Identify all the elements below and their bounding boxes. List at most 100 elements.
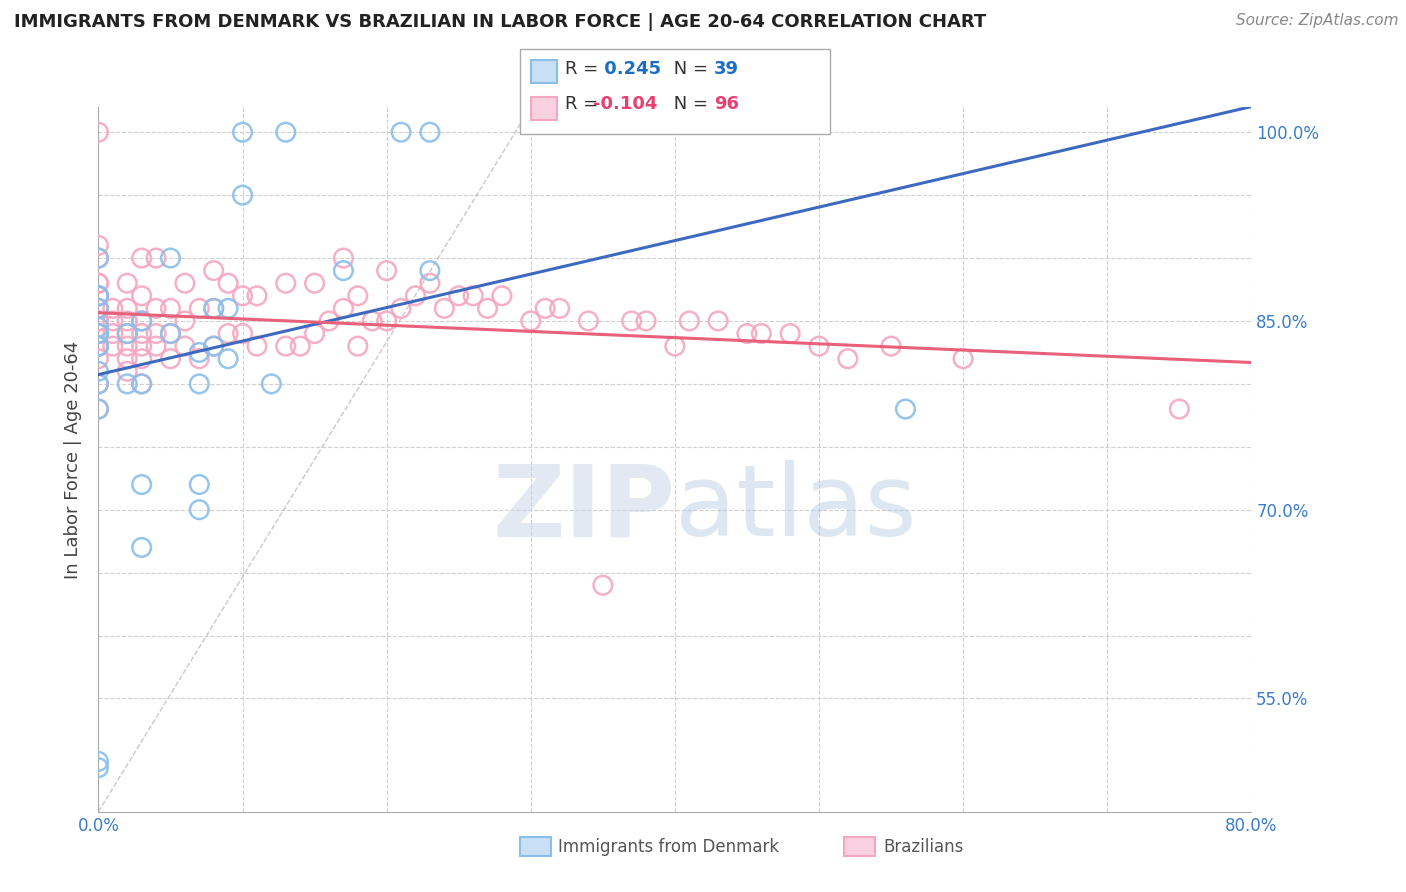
Point <box>87 402 110 417</box>
Point <box>87 289 110 303</box>
Point <box>87 125 110 139</box>
Point <box>520 314 543 328</box>
Point <box>389 125 412 139</box>
Point <box>145 301 167 316</box>
Point <box>87 238 110 252</box>
Point <box>87 364 110 378</box>
Point <box>117 376 139 391</box>
Point <box>246 339 269 353</box>
Point <box>217 351 239 366</box>
Point <box>87 376 110 391</box>
Point <box>592 578 614 592</box>
Point <box>117 301 139 316</box>
Point <box>117 364 139 378</box>
Point <box>87 289 110 303</box>
Point <box>159 251 181 265</box>
Point <box>707 314 730 328</box>
Point <box>101 301 124 316</box>
Point <box>159 326 181 341</box>
Point <box>131 289 153 303</box>
Point <box>131 477 153 491</box>
Point <box>159 326 181 341</box>
Point <box>304 277 326 291</box>
Point <box>174 277 197 291</box>
Point <box>174 314 197 328</box>
Point <box>290 339 312 353</box>
Point <box>433 301 456 316</box>
Point <box>87 339 110 353</box>
Point <box>145 326 167 341</box>
Text: IMMIGRANTS FROM DENMARK VS BRAZILIAN IN LABOR FORCE | AGE 20-64 CORRELATION CHAR: IMMIGRANTS FROM DENMARK VS BRAZILIAN IN … <box>14 13 987 31</box>
Point <box>117 326 139 341</box>
Point <box>87 339 110 353</box>
Point <box>548 301 571 316</box>
Point <box>87 326 110 341</box>
Point <box>318 314 340 328</box>
Point <box>447 289 470 303</box>
Point <box>188 301 211 316</box>
Point <box>87 376 110 391</box>
Point <box>131 326 153 341</box>
Point <box>87 251 110 265</box>
Point <box>217 326 239 341</box>
Point <box>87 301 110 316</box>
Text: -0.104: -0.104 <box>593 95 658 113</box>
Point <box>664 339 686 353</box>
Text: atlas: atlas <box>675 460 917 558</box>
Text: Brazilians: Brazilians <box>883 838 963 856</box>
Point <box>419 125 441 139</box>
Point <box>188 477 211 491</box>
Point <box>231 188 254 202</box>
Point <box>188 502 211 516</box>
Text: 0.245: 0.245 <box>598 60 661 78</box>
Point <box>87 277 110 291</box>
Point <box>678 314 700 328</box>
Point <box>117 339 139 353</box>
Point <box>117 314 139 328</box>
Point <box>389 301 412 316</box>
Point <box>202 301 225 316</box>
Point <box>145 251 167 265</box>
Point <box>332 263 354 277</box>
Point <box>87 314 110 328</box>
Point <box>87 755 110 769</box>
Point <box>332 251 354 265</box>
Point <box>101 326 124 341</box>
Point <box>87 289 110 303</box>
Point <box>332 301 354 316</box>
Point <box>217 277 239 291</box>
Point <box>274 125 297 139</box>
Point <box>87 326 110 341</box>
Point <box>188 345 211 359</box>
Text: R =: R = <box>565 60 605 78</box>
Point <box>231 326 254 341</box>
Point <box>375 263 398 277</box>
Point <box>131 314 153 328</box>
Point <box>1168 402 1191 417</box>
Point <box>101 339 124 353</box>
Point <box>636 314 658 328</box>
Point <box>87 320 110 334</box>
Point <box>837 351 859 366</box>
Point <box>952 351 974 366</box>
Point <box>188 376 211 391</box>
Point <box>894 402 917 417</box>
Point <box>131 314 153 328</box>
Point <box>117 326 139 341</box>
Point <box>87 301 110 316</box>
Point <box>419 277 441 291</box>
Point <box>202 263 225 277</box>
Point <box>131 339 153 353</box>
Point <box>117 277 139 291</box>
Point <box>117 351 139 366</box>
Point <box>131 351 153 366</box>
Point <box>461 289 484 303</box>
Point <box>87 339 110 353</box>
Point <box>174 339 197 353</box>
Point <box>87 326 110 341</box>
Text: N =: N = <box>668 95 714 113</box>
Point <box>202 339 225 353</box>
Point <box>159 301 181 316</box>
Point <box>346 289 368 303</box>
Text: Immigrants from Denmark: Immigrants from Denmark <box>558 838 779 856</box>
